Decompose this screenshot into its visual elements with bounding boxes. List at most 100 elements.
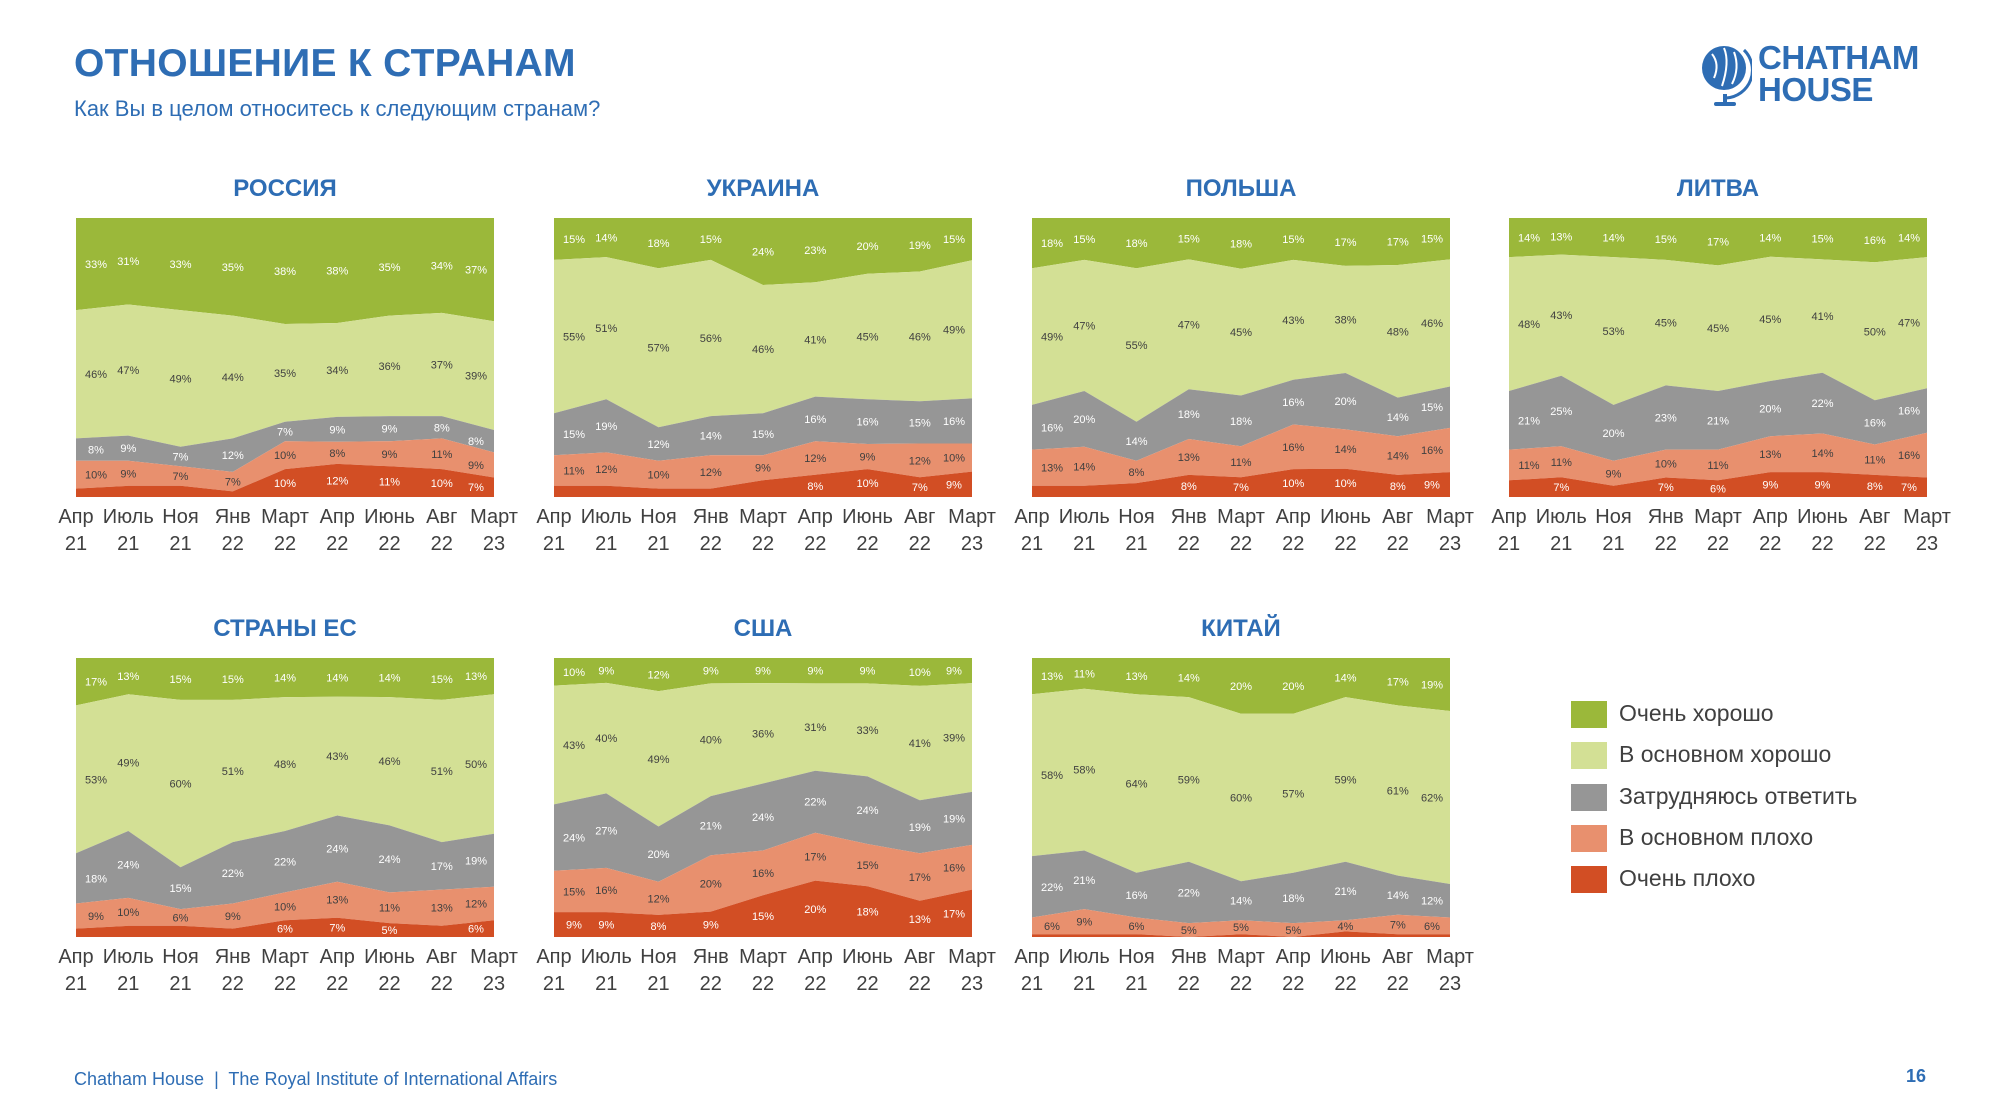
- data-label-mostly-bad: 6%: [1044, 921, 1060, 933]
- data-label-mostly-bad: 9%: [225, 911, 241, 923]
- data-label-mostly-good: 51%: [595, 323, 617, 335]
- data-label-mostly-good: 55%: [563, 332, 585, 344]
- legend-label: Затрудняюсь ответить: [1619, 782, 1858, 809]
- data-label-dont-know: 8%: [434, 422, 450, 434]
- data-label-mostly-good: 45%: [1759, 314, 1781, 326]
- area-very-bad: [1032, 931, 1450, 937]
- data-label-very-bad: 6%: [277, 924, 293, 936]
- data-label-very-bad: 9%: [1424, 480, 1440, 492]
- data-label-very-bad: 20%: [804, 904, 826, 916]
- data-label-very-good: 31%: [117, 256, 139, 268]
- x-tick-label: Март 22: [1694, 506, 1742, 555]
- x-tick-label: Янв 22: [692, 506, 729, 555]
- data-label-mostly-good: 34%: [326, 365, 348, 377]
- data-label-mostly-good: 55%: [1125, 340, 1147, 352]
- x-tick-label: Авг 22: [1859, 506, 1891, 555]
- data-label-mostly-bad: 7%: [225, 477, 241, 489]
- area-very-good: [554, 658, 972, 692]
- data-label-mostly-good: 41%: [804, 334, 826, 346]
- data-label-very-bad: 5%: [382, 925, 398, 937]
- area-very-good: [76, 658, 494, 706]
- x-tick-label: Янв 22: [1647, 506, 1684, 555]
- area-mostly-bad: [554, 441, 972, 489]
- x-tick-label: Июнь 22: [1320, 506, 1371, 555]
- x-tick-label: Март 22: [1217, 946, 1265, 995]
- data-label-mostly-good: 31%: [804, 722, 826, 734]
- x-tick-label: Июнь 22: [842, 946, 893, 995]
- legend-label: Очень плохо: [1619, 865, 1756, 892]
- data-label-very-good: 9%: [703, 666, 719, 678]
- data-label-dont-know: 16%: [943, 416, 965, 428]
- data-label-mostly-bad: 9%: [120, 468, 136, 480]
- x-tick-label: Июль 21: [102, 506, 154, 555]
- data-label-very-good: 15%: [563, 234, 585, 246]
- data-label-dont-know: 19%: [943, 813, 965, 825]
- area-dont-know: [554, 770, 972, 882]
- data-label-mostly-bad: 9%: [1606, 468, 1622, 480]
- chart-title: СТРАНЫ ЕС: [213, 615, 357, 642]
- x-tick-label: Июль 21: [1535, 506, 1587, 555]
- data-label-very-good: 14%: [1178, 673, 1200, 685]
- data-label-very-good: 16%: [1864, 235, 1886, 247]
- data-label-dont-know: 15%: [169, 883, 191, 895]
- data-label-dont-know: 16%: [1282, 397, 1304, 409]
- data-label-mostly-bad: 9%: [88, 911, 104, 923]
- data-label-mostly-bad: 12%: [647, 893, 669, 905]
- x-tick-label: Янв 22: [214, 506, 251, 555]
- data-label-very-good: 14%: [1898, 233, 1920, 245]
- area-mostly-good: [554, 682, 972, 827]
- area-dont-know: [76, 815, 494, 910]
- data-label-mostly-bad: 5%: [1285, 925, 1301, 937]
- x-tick-label: Авг 22: [904, 506, 936, 555]
- x-tick-label: Апр 21: [536, 946, 572, 995]
- data-label-dont-know: 15%: [563, 429, 585, 441]
- data-label-mostly-bad: 4%: [1338, 921, 1354, 933]
- area-mostly-good: [76, 694, 494, 868]
- data-label-mostly-bad: 10%: [274, 450, 296, 462]
- area-very-good: [1509, 218, 1927, 266]
- data-label-mostly-bad: 13%: [1759, 449, 1781, 461]
- x-tick-label: Ноя 21: [162, 946, 199, 995]
- data-label-mostly-good: 45%: [1707, 323, 1729, 335]
- data-label-very-good: 18%: [647, 238, 669, 250]
- area-dont-know: [76, 416, 494, 472]
- data-label-very-bad: 7%: [329, 922, 345, 934]
- x-tick-label: Авг 22: [904, 946, 936, 995]
- data-label-mostly-bad: 10%: [1655, 459, 1677, 471]
- data-label-very-good: 35%: [222, 262, 244, 274]
- data-label-very-bad: 8%: [1181, 481, 1197, 493]
- data-label-dont-know: 18%: [1282, 893, 1304, 905]
- x-tick-label: Янв 22: [214, 946, 251, 995]
- data-label-mostly-bad: 9%: [860, 452, 876, 464]
- x-tick-label: Апр 21: [536, 506, 572, 555]
- data-label-very-bad: 12%: [326, 475, 348, 487]
- x-tick-label: Ноя 21: [1118, 946, 1155, 995]
- data-label-mostly-bad: 7%: [1390, 919, 1406, 931]
- data-label-very-bad: 11%: [379, 477, 400, 489]
- data-label-mostly-good: 58%: [1041, 770, 1063, 782]
- area-mostly-good: [554, 257, 972, 428]
- data-label-very-bad: 9%: [703, 919, 719, 931]
- data-label-mostly-bad: 16%: [752, 868, 774, 880]
- data-label-mostly-good: 50%: [1864, 326, 1886, 338]
- data-label-mostly-good: 47%: [1898, 318, 1920, 330]
- x-tick-label: Апр 22: [1752, 506, 1788, 555]
- x-tick-label: Авг 22: [426, 946, 458, 995]
- x-tick-label: Март 23: [948, 946, 996, 995]
- data-label-very-good: 15%: [431, 674, 453, 686]
- data-label-dont-know: 16%: [804, 414, 826, 426]
- data-label-very-bad: 10%: [1282, 478, 1304, 490]
- data-label-very-good: 34%: [431, 260, 453, 272]
- data-label-mostly-bad: 9%: [382, 449, 398, 461]
- stacked-area-plot: 18% 15% 18% 15% 18% 15% 17% 17% 15% 49% 47% 55% 47% 4…: [1032, 218, 1450, 497]
- data-label-very-good: 13%: [1550, 231, 1572, 243]
- data-label-mostly-good: 44%: [222, 372, 244, 384]
- data-label-mostly-bad: 14%: [1073, 461, 1095, 473]
- data-label-dont-know: 20%: [647, 849, 669, 861]
- data-label-mostly-bad: 6%: [1129, 921, 1145, 933]
- data-label-dont-know: 20%: [1602, 428, 1624, 440]
- data-label-mostly-bad: 15%: [563, 886, 585, 898]
- x-tick-label: Ноя 21: [1118, 506, 1155, 555]
- data-label-mostly-bad: 11%: [1518, 460, 1539, 472]
- data-label-mostly-bad: 11%: [1707, 460, 1728, 472]
